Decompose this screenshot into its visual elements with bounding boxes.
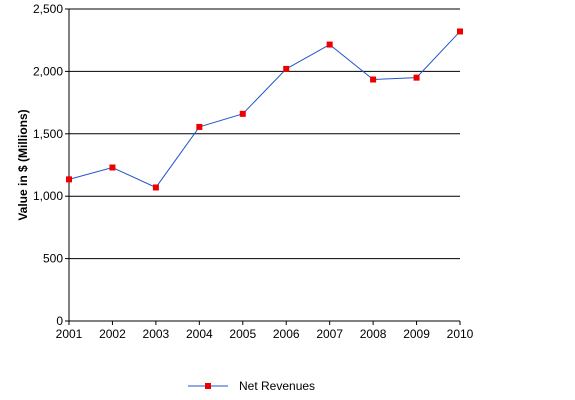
data-point-2002	[109, 164, 116, 171]
x-tick-label: 2004	[186, 327, 213, 341]
x-tick-label: 2010	[447, 327, 474, 341]
y-tick-label: 2,000	[33, 64, 63, 78]
series-net-revenues	[66, 28, 463, 191]
x-tick-label: 2009	[403, 327, 430, 341]
x-tick-label: 2001	[56, 327, 83, 341]
y-tick-label: 1,000	[33, 189, 63, 203]
y-tick-label: 0	[56, 314, 63, 328]
y-axis-tick-labels: 0 500 1,000 1,500 2,000 2,500	[33, 2, 63, 328]
data-point-2001	[66, 176, 72, 183]
data-point-2003	[152, 184, 159, 191]
y-tick-label: 2,500	[33, 2, 63, 16]
x-tick-label: 2002	[99, 327, 126, 341]
legend-marker-swatch	[205, 383, 211, 389]
x-tick-label: 2005	[229, 327, 256, 341]
legend: Net Revenues	[188, 379, 315, 393]
x-tick-label: 2003	[143, 327, 170, 341]
x-tick-label: 2007	[316, 327, 343, 341]
legend-label-net-revenues: Net Revenues	[239, 379, 315, 393]
x-tick-label: 2008	[360, 327, 387, 341]
data-point-2009	[413, 74, 420, 81]
x-tick-label: 2006	[273, 327, 300, 341]
gridlines	[69, 8, 460, 260]
series-line	[68, 31, 461, 189]
data-point-2005	[239, 110, 246, 117]
axes	[65, 8, 461, 325]
y-tick-label: 1,500	[33, 127, 63, 141]
data-point-2004	[196, 123, 203, 130]
y-axis-title: Value in $ (Millions)	[16, 109, 30, 220]
data-point-2008	[370, 76, 377, 83]
y-tick-label: 500	[43, 252, 63, 266]
data-point-2010	[457, 28, 463, 35]
x-axis-tick-labels: 2001 2002 2003 2004 2005 2006 2007 2008 2009 2010	[56, 327, 474, 341]
data-point-2007	[326, 41, 333, 48]
data-point-2006	[283, 65, 290, 72]
